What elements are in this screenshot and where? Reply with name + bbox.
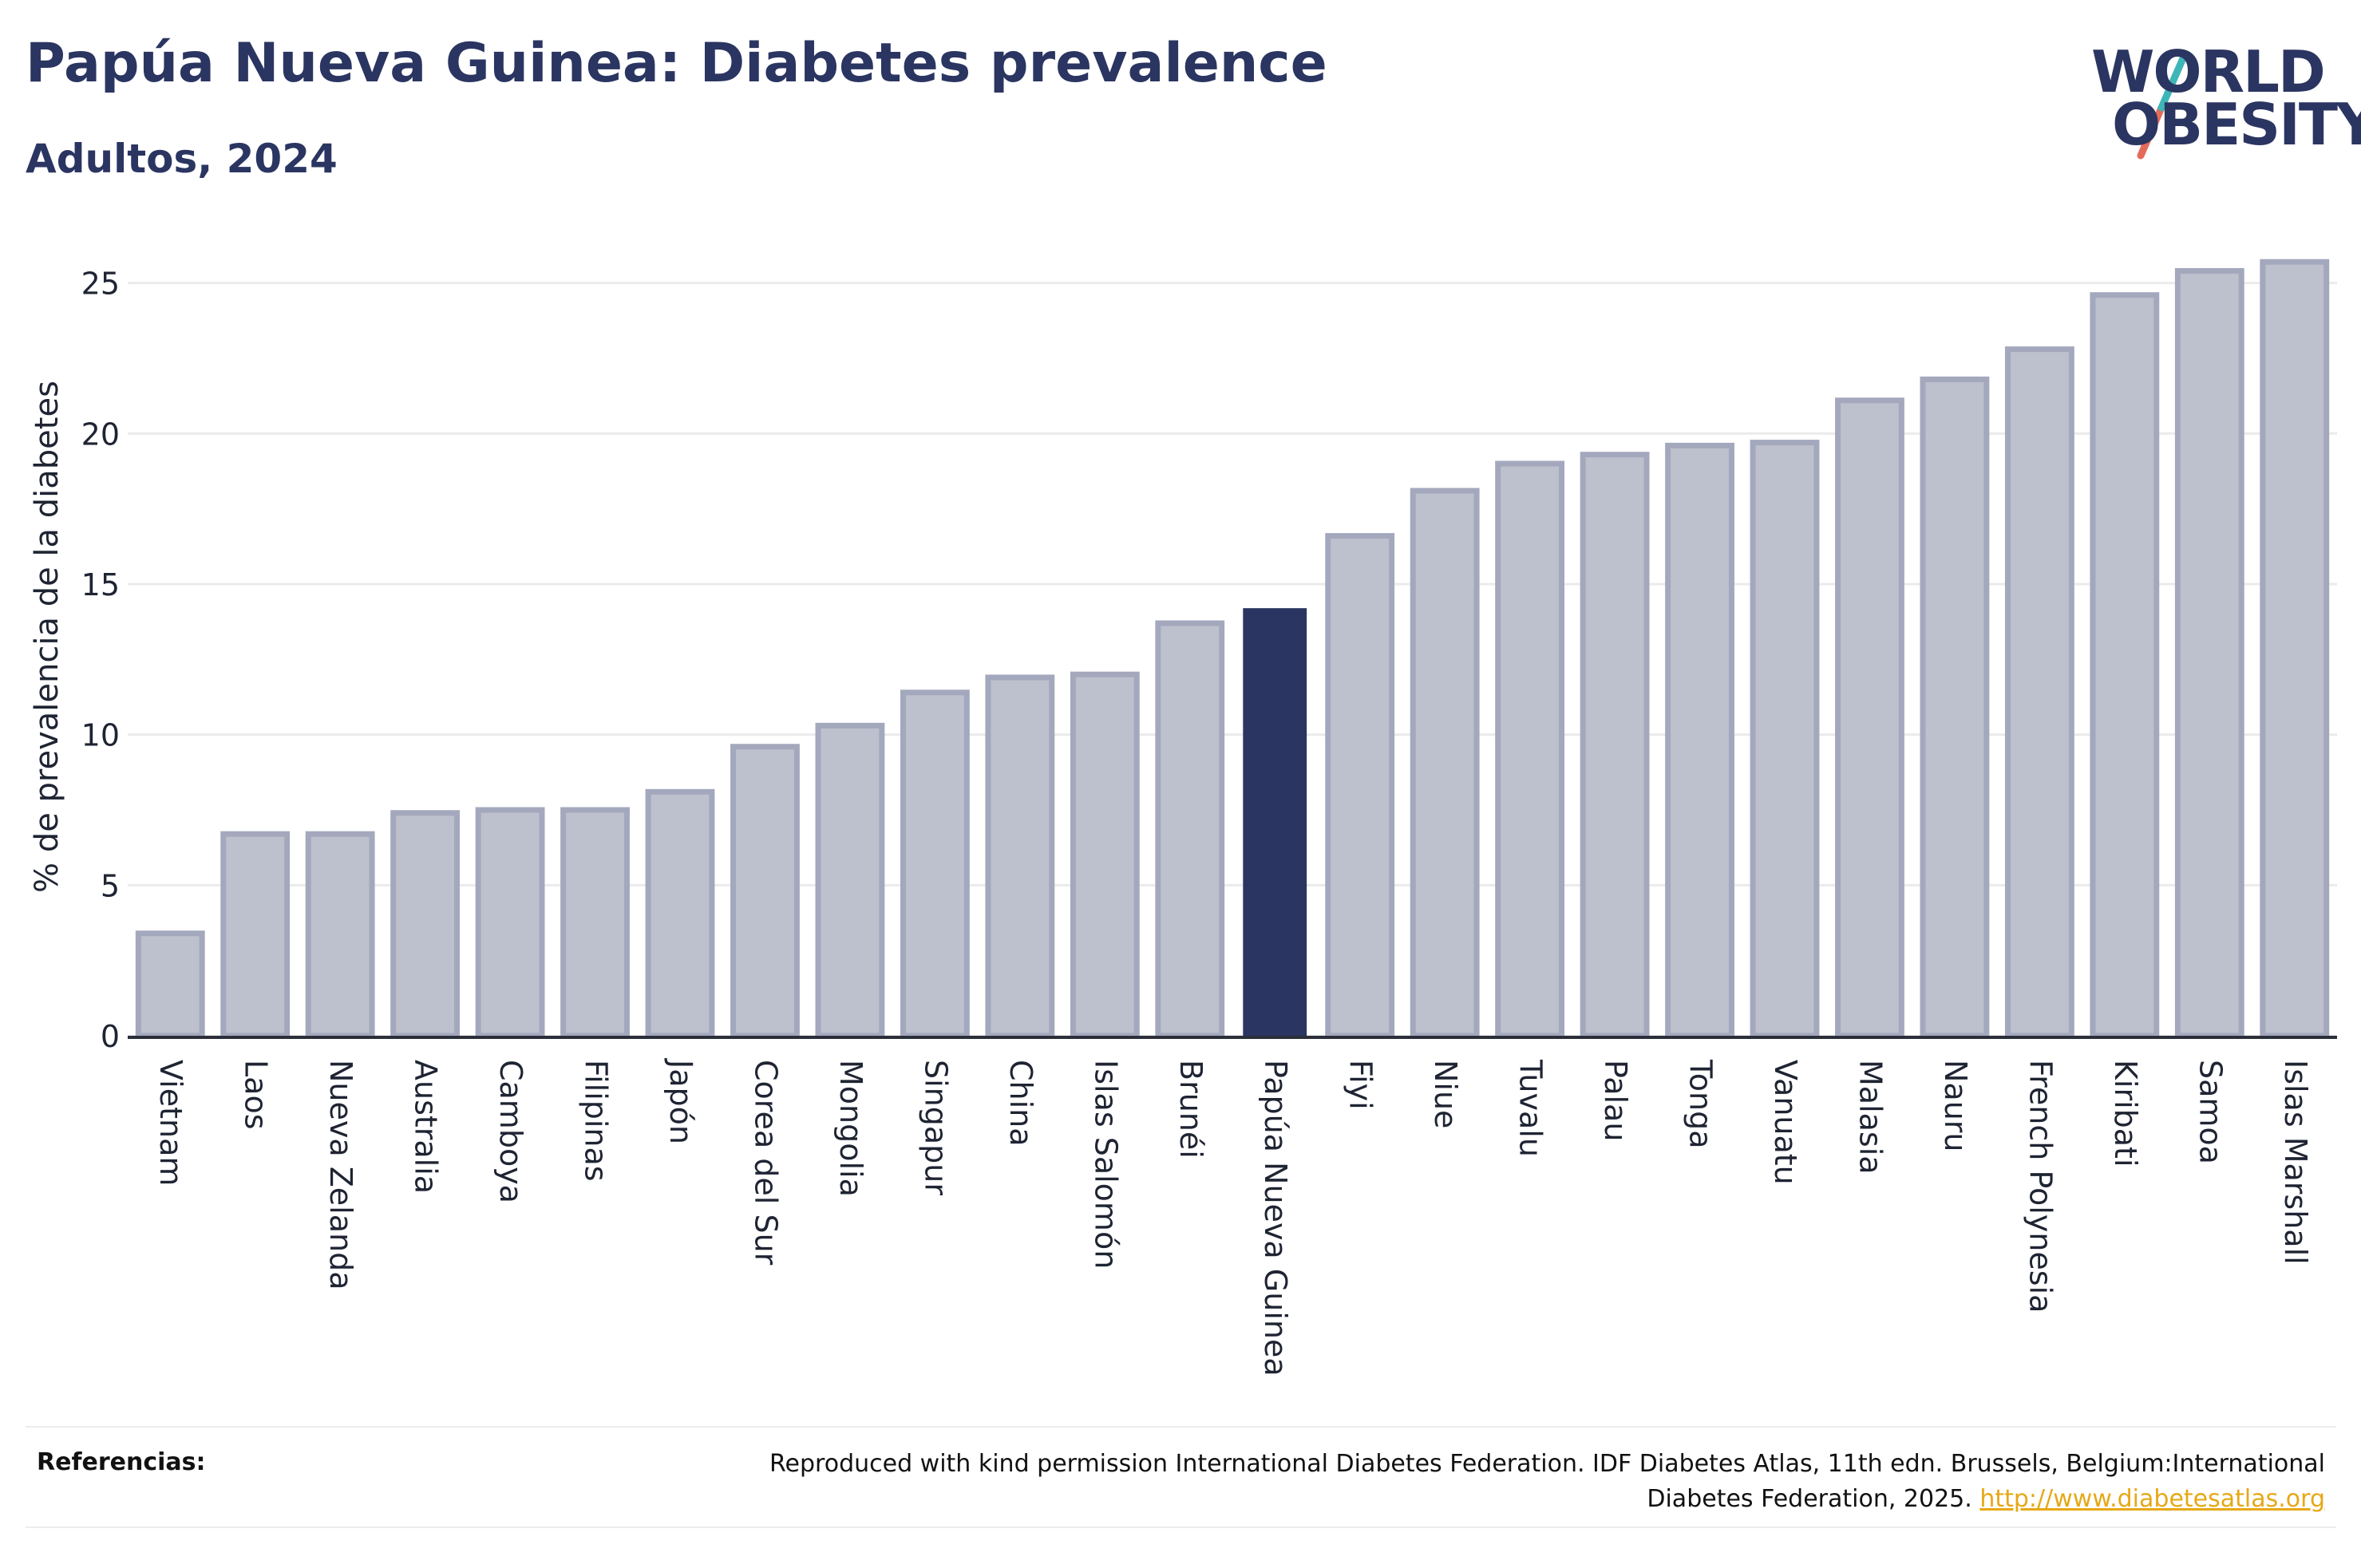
x-tick-label: French Polynesia [2023, 1060, 2058, 1313]
logo-slash-icon [2137, 54, 2187, 160]
x-tick-label: Samoa [2193, 1060, 2228, 1164]
x-tick-label: Brunéi [1173, 1060, 1208, 1159]
bar-niue [1410, 488, 1480, 1039]
x-tick-label: Corea del Sur [748, 1060, 783, 1266]
logo-line1: WORLD [2091, 38, 2326, 105]
x-tick-label: Islas Salomón [1088, 1060, 1123, 1269]
bar-china [985, 674, 1055, 1039]
bar-kiribati [2090, 292, 2160, 1039]
bar-nueva-zelanda [305, 831, 375, 1039]
x-tick-label: Palau [1598, 1060, 1633, 1141]
x-tick-label: Islas Marshall [2278, 1060, 2313, 1265]
x-tick-label: Australia [409, 1060, 444, 1194]
x-tick-label: Tonga [1683, 1059, 1718, 1149]
x-tick-label: Singapur [918, 1060, 953, 1195]
x-tick-label: Laos [239, 1060, 274, 1130]
x-tick-label: Kiribati [2108, 1060, 2143, 1167]
bars [135, 259, 2330, 1039]
page-title: Papúa Nueva Guinea: Diabetes prevalence [26, 32, 1327, 95]
y-tick-label: 20 [81, 417, 120, 452]
bar-singapur [900, 689, 970, 1039]
bar-camboya [475, 807, 545, 1039]
y-tick-label: 10 [81, 718, 120, 753]
x-tick-label: Japón [663, 1058, 698, 1144]
x-tick-label: Niue [1428, 1060, 1463, 1128]
bar-chart: 0 5 10 15 20 25 Vietnam Laos Nueva Zelanda Austr… [29, 259, 2337, 1376]
bar-australia [390, 810, 461, 1039]
page-subtitle: Adultos, 2024 [26, 136, 338, 182]
bar-palau [1580, 452, 1650, 1039]
x-tick-labels: Vietnam Laos Nueva Zelanda Australia Camboya… [153, 1058, 2313, 1376]
x-tick-label: Vanuatu [1768, 1060, 1803, 1185]
bar-tuvalu [1495, 460, 1565, 1039]
bar-brunéi [1155, 620, 1225, 1039]
logo-line2: OBESITY [2112, 91, 2361, 158]
references-label: Referencias: [37, 1448, 206, 1476]
bar-french-polynesia [2004, 346, 2074, 1039]
references-text: Reproduced with kind permission Internat… [689, 1447, 2325, 1517]
x-tick-label: Camboya [493, 1060, 528, 1203]
x-tick-label: Nauru [1938, 1060, 1973, 1152]
y-axis-label: % de prevalencia de la diabetes [29, 381, 65, 893]
bar-samoa [2174, 268, 2244, 1039]
x-tick-label: China [1003, 1060, 1038, 1147]
bar-islas-salomón [1070, 671, 1140, 1039]
bar-papúa-nueva-guinea [1243, 608, 1307, 1036]
references-link[interactable]: http://www.diabetesatlas.org [1979, 1485, 2325, 1513]
x-tick-label: Malasia [1853, 1060, 1888, 1175]
x-tick-label: Papúa Nueva Guinea [1258, 1060, 1293, 1376]
bar-vanuatu [1750, 440, 1820, 1039]
bar-vietnam [135, 930, 205, 1039]
x-tick-label: Nueva Zelanda [323, 1060, 358, 1290]
bar-laos [220, 831, 291, 1039]
y-tick-label: 5 [101, 868, 120, 903]
x-tick-label: Tuvalu [1513, 1059, 1548, 1157]
y-tick-label: 25 [81, 267, 120, 302]
bar-japón [645, 788, 715, 1039]
bar-islas-marshall [2260, 259, 2330, 1039]
bar-mongolia [815, 722, 885, 1039]
y-tick-label: 0 [101, 1019, 120, 1054]
bar-tonga [1665, 442, 1734, 1039]
world-obesity-logo: WORLD OBESITY [2083, 32, 2361, 168]
bar-fiyi [1325, 533, 1395, 1039]
y-tick-label: 15 [81, 567, 120, 602]
y-tick-labels: 0 5 10 15 20 25 [81, 267, 120, 1054]
bar-nauru [1920, 376, 1990, 1039]
references-citation: Reproduced with kind permission Internat… [769, 1450, 2325, 1513]
bar-malasia [1835, 397, 1904, 1039]
references-panel: Referencias: Reproduced with kind permis… [26, 1426, 2336, 1528]
x-tick-label: Vietnam [153, 1060, 188, 1186]
x-tick-label: Mongolia [833, 1060, 868, 1197]
bar-filipinas [560, 807, 630, 1039]
x-tick-label: Filipinas [579, 1060, 614, 1182]
x-tick-label: Fiyi [1343, 1060, 1378, 1110]
bar-corea-del-sur [730, 744, 800, 1039]
